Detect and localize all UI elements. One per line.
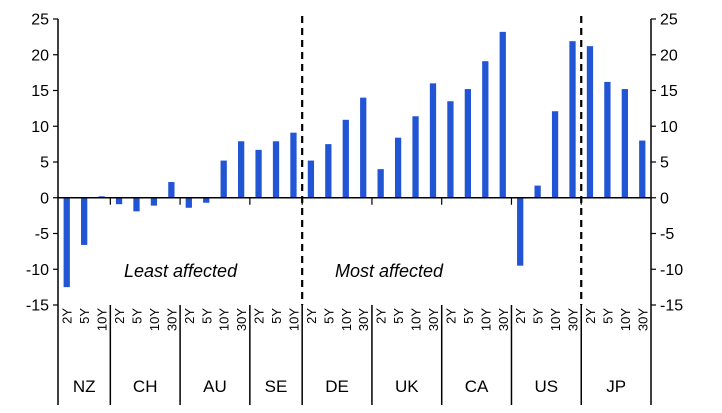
- annotation-least-affected: Least affected: [124, 261, 238, 281]
- x-category-label: 30Y: [164, 308, 179, 331]
- left-y-tick-label: 15: [31, 83, 49, 100]
- bars: [63, 31, 646, 288]
- x-category-label: 10Y: [147, 308, 162, 331]
- x-category-label: 5Y: [199, 308, 214, 324]
- x-category-label: 2Y: [182, 308, 197, 324]
- left-y-tick-label: 25: [31, 12, 49, 29]
- bar-ch-2y: [115, 197, 123, 205]
- bar-uk-30y: [429, 83, 437, 198]
- x-category-label: 5Y: [600, 308, 615, 324]
- group-label-au: AU: [203, 377, 227, 396]
- right-y-tick-label: -15: [660, 298, 683, 315]
- right-y-tick-label: 0: [660, 190, 669, 207]
- group-label-se: SE: [265, 377, 288, 396]
- bar-uk-2y: [377, 169, 384, 198]
- group-label-nz: NZ: [73, 377, 96, 396]
- bar-nz-2y: [63, 197, 70, 288]
- bar-ch-30y: [168, 182, 175, 198]
- left-y-tick-label: 5: [40, 155, 49, 172]
- x-category-label: 5Y: [129, 308, 144, 324]
- left-y-tick-label: 10: [31, 119, 49, 136]
- group-label-ca: CA: [465, 377, 489, 396]
- x-category-label: 5Y: [269, 308, 284, 324]
- bar-de-10y: [342, 119, 349, 198]
- bar-ca-10y: [482, 61, 489, 198]
- x-category-label: 30Y: [566, 308, 581, 331]
- x-category-label: 5Y: [531, 308, 546, 324]
- group-label-jp: JP: [606, 377, 626, 396]
- x-category-label: 30Y: [356, 308, 371, 331]
- x-category-label: 10Y: [217, 308, 232, 331]
- x-category-label: 10Y: [286, 308, 301, 331]
- bar-au-30y: [237, 141, 245, 198]
- x-category-label: 10Y: [478, 308, 493, 331]
- group-label-uk: UK: [395, 377, 419, 396]
- bar-jp-2y: [586, 46, 594, 198]
- left-y-tick-label: -10: [26, 262, 49, 279]
- x-category-label: 2Y: [443, 308, 458, 324]
- x-category-label: 2Y: [252, 308, 267, 324]
- bar-de-5y: [325, 144, 332, 198]
- bar-nz-5y: [81, 197, 88, 245]
- x-category-label: 30Y: [496, 308, 511, 331]
- bar-ch-10y: [150, 197, 158, 206]
- bar-de-2y: [307, 160, 315, 198]
- bar-ch-5y: [133, 197, 140, 212]
- bar-us-2y: [517, 197, 524, 266]
- bar-se-2y: [255, 149, 262, 198]
- right-y-tick-label: -10: [660, 262, 683, 279]
- left-y-tick-label: 20: [31, 47, 49, 64]
- x-category-label: 2Y: [60, 308, 75, 324]
- group-label-us: US: [535, 377, 559, 396]
- bar-jp-30y: [639, 140, 646, 198]
- x-category-label: 10Y: [409, 308, 424, 331]
- bar-ca-5y: [464, 89, 472, 198]
- group-label-de: DE: [325, 377, 349, 396]
- x-category-label: 2Y: [112, 308, 127, 324]
- x-category-label: 5Y: [391, 308, 406, 324]
- x-category-label: 10Y: [548, 308, 563, 331]
- bar-de-30y: [360, 97, 367, 198]
- x-category-label: 10Y: [618, 308, 633, 331]
- right-y-tick-label: 25: [660, 12, 678, 29]
- x-category-label: 5Y: [461, 308, 476, 324]
- x-category-label: 2Y: [583, 308, 598, 324]
- bar-jp-10y: [621, 89, 628, 198]
- bar-se-10y: [290, 132, 297, 198]
- left-y-tick-label: 0: [40, 190, 49, 207]
- x-category-label: 2Y: [304, 308, 319, 324]
- bar-us-5y: [534, 185, 541, 198]
- group-label-ch: CH: [133, 377, 158, 396]
- bar-au-10y: [220, 160, 227, 198]
- bar-ca-2y: [447, 101, 454, 198]
- annotation-most-affected: Most affected: [335, 261, 444, 281]
- bar-ca-30y: [499, 31, 506, 198]
- x-category-label: 5Y: [321, 308, 336, 324]
- bar-us-30y: [569, 41, 576, 198]
- right-y-tick-label: -5: [660, 226, 674, 243]
- bar-jp-5y: [604, 81, 611, 198]
- right-y-tick-label: 5: [660, 155, 669, 172]
- x-category-label: 30Y: [426, 308, 441, 331]
- bar-au-5y: [203, 197, 210, 203]
- bar-se-5y: [272, 141, 280, 198]
- x-category-label: 10Y: [339, 308, 354, 331]
- x-category-label: 5Y: [77, 308, 92, 324]
- bar-au-2y: [185, 197, 192, 208]
- x-category-label: 30Y: [234, 308, 249, 331]
- right-y-tick-label: 20: [660, 47, 678, 64]
- x-category-label: 2Y: [374, 308, 389, 324]
- x-category-label: 10Y: [95, 308, 110, 331]
- right-y-tick-label: 15: [660, 83, 678, 100]
- right-y-tick-label: 10: [660, 119, 678, 136]
- x-category-label: 30Y: [635, 308, 650, 331]
- bar-uk-5y: [394, 137, 402, 198]
- bar-uk-10y: [412, 116, 419, 198]
- bar-us-10y: [551, 111, 559, 198]
- left-y-tick-label: -15: [26, 298, 49, 315]
- x-category-label: 2Y: [513, 308, 528, 324]
- left-y-tick-label: -5: [35, 226, 49, 243]
